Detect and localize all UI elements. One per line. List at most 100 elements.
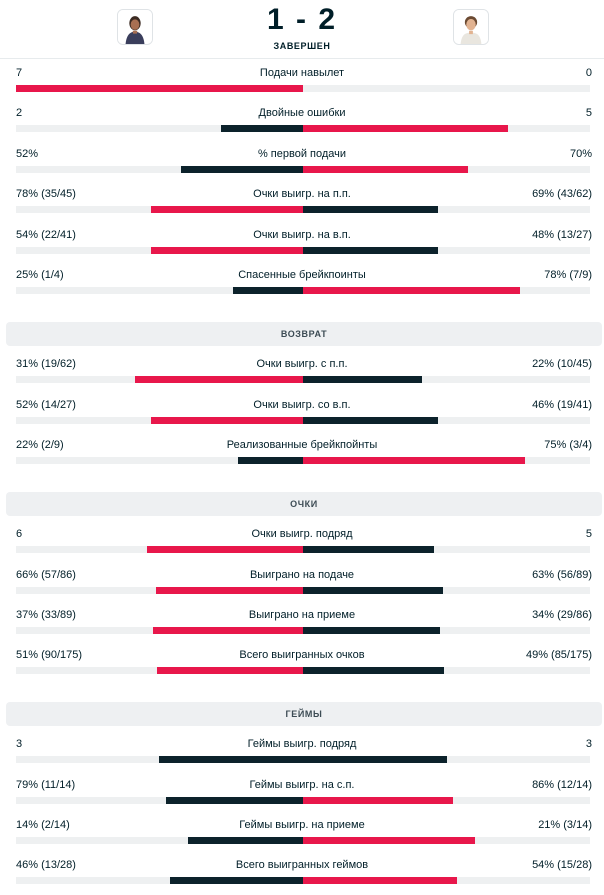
stat-row: 51% (90/175) Всего выигранных очков 49% (8… [0,644,604,684]
away-bar-track [303,587,590,594]
away-bar-track [303,206,590,213]
stat-row: 31% (19/62) Очки выигр. с п.п. 22% (10/45) [0,353,604,393]
away-bar-track [303,797,590,804]
away-bar-track [303,125,590,132]
stat-row: 25% (1/4) Спасенные брейкпоинты 78% (7/9) [0,264,604,304]
home-value: 46% (13/28) [16,859,76,871]
away-value: 21% (3/14) [538,819,592,831]
home-value: 2 [16,107,23,119]
home-bar [238,457,303,464]
away-bar [303,667,444,674]
home-bar [151,247,303,254]
stat-label: Реализованные брейкпойнты [226,439,378,451]
away-bar-track [303,376,590,383]
home-value: 31% (19/62) [16,358,76,370]
away-value: 70% [569,148,592,160]
section-header: ГЕЙМЫ [6,702,602,726]
stat-row: 2 Двойные ошибки 5 [0,102,604,142]
away-value: 5 [585,528,592,540]
away-bar-track [303,417,590,424]
home-bar-track [16,166,303,173]
stat-label: Очки выигр. подряд [251,528,353,540]
away-bar-track [303,85,590,92]
home-player-avatar[interactable] [117,9,153,45]
away-player-avatar[interactable] [453,9,489,45]
stat-row: 3 Геймы выигр. подряд 3 [0,733,604,773]
away-bar [303,627,440,634]
section-header: ВОЗВРАТ [6,322,602,346]
stat-row: 7 Подачи навылет 0 [0,62,604,102]
away-value: 54% (15/28) [532,859,592,871]
home-value: 52% [16,148,39,160]
home-value: 66% (57/86) [16,569,76,581]
away-bar-track [303,457,590,464]
home-bar [135,376,303,383]
away-bar-track [303,756,590,763]
home-value: 6 [16,528,23,540]
away-bar [303,546,434,553]
away-bar [303,206,438,213]
home-value: 7 [16,67,23,79]
home-bar-track [16,206,303,213]
stat-label: Очки выигр. с п.п. [256,358,348,370]
home-bar-track [16,376,303,383]
home-bar-track [16,125,303,132]
stat-label: % первой подачи [257,148,347,160]
stat-label: Выиграно на приеме [248,609,356,621]
away-bar [303,837,475,844]
home-value: 78% (35/45) [16,188,76,200]
away-bar [303,125,508,132]
away-value: 86% (12/14) [532,779,592,791]
stat-row: 78% (35/45) Очки выигр. на п.п. 69% (43/62… [0,183,604,223]
section-header: ОЧКИ [6,492,602,516]
home-bar [156,587,303,594]
home-bar [166,797,303,804]
match-status: ЗАВЕРШЕН [273,41,331,51]
away-bar-track [303,546,590,553]
away-value: 63% (56/89) [532,569,592,581]
stat-row: 52% % первой подачи 70% [0,143,604,183]
home-bar [151,417,303,424]
stat-row: 22% (2/9) Реализованные брейкпойнты 75% (3… [0,434,604,474]
stat-row: 54% (22/41) Очки выигр. на в.п. 48% (13/27… [0,224,604,264]
away-bar [303,287,520,294]
home-value: 37% (33/89) [16,609,76,621]
stat-label: Всего выигранных очков [239,649,365,661]
home-bar [151,206,303,213]
match-score: 1 - 2 [266,3,338,36]
stat-row: 52% (14/27) Очки выигр. со в.п. 46% (19/41… [0,394,604,434]
home-bar [181,166,303,173]
away-bar-track [303,837,590,844]
home-bar-track [16,85,303,92]
match-header: 1 - 2 ЗАВЕРШЕН [0,0,604,59]
away-bar [303,756,447,763]
away-bar [303,457,525,464]
home-bar-track [16,546,303,553]
away-value: 22% (10/45) [532,358,592,370]
home-bar-track [16,587,303,594]
stat-label: Выиграно на подаче [249,569,355,581]
home-bar-track [16,457,303,464]
stat-label: Геймы выигр. подряд [247,738,357,750]
home-bar-track [16,287,303,294]
home-bar [170,877,303,884]
away-value: 3 [585,738,592,750]
home-bar-track [16,667,303,674]
home-bar-track [16,417,303,424]
stat-label: Очки выигр. со в.п. [253,399,351,411]
away-bar [303,166,468,173]
away-value: 46% (19/41) [532,399,592,411]
stat-row: 79% (11/14) Геймы выигр. на с.п. 86% (12/1… [0,774,604,814]
away-bar-track [303,247,590,254]
home-bar [221,125,303,132]
away-value: 75% (3/4) [544,439,592,451]
home-value: 51% (90/175) [16,649,83,661]
away-bar-track [303,667,590,674]
away-bar [303,587,443,594]
stat-row: 66% (57/86) Выиграно на подаче 63% (56/89) [0,564,604,604]
home-bar-track [16,247,303,254]
away-bar-track [303,877,590,884]
home-bar-track [16,756,303,763]
home-bar [16,85,303,92]
home-bar-track [16,627,303,634]
